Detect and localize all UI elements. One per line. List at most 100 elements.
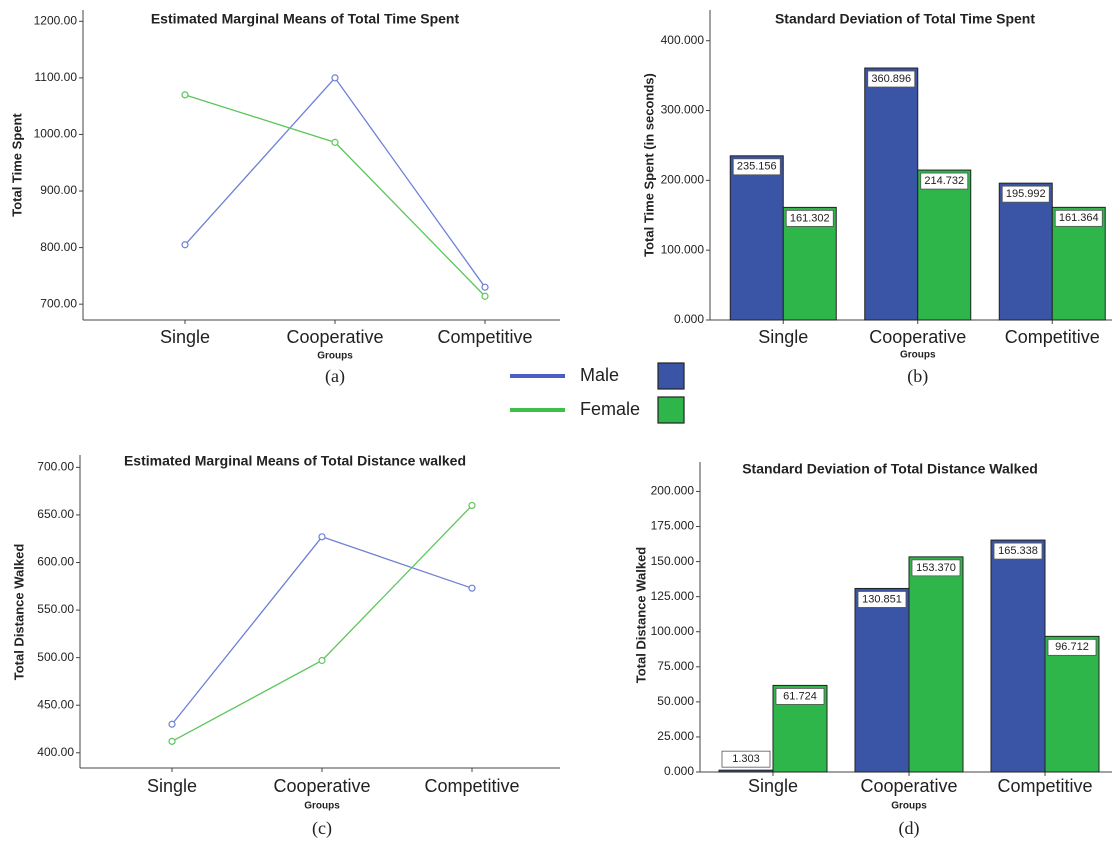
y-tick-label: 50.000 [657,694,694,708]
line [171,536,473,725]
y-axis-label: Total Distance Walked [11,544,26,681]
chart-title: Estimated Marginal Means of Total Distan… [124,453,466,469]
y-tick-label: 400.000 [661,33,705,47]
value-label-box [1001,185,1050,203]
value-label: 161.364 [1059,212,1099,224]
bar [864,67,919,321]
x-axis-label: Groups [891,801,927,812]
value-label: 165.338 [998,545,1038,557]
marker [181,91,189,99]
marker [331,138,339,146]
x-tick-label: Single [160,327,210,347]
value-label-box [732,158,781,176]
x-tick-label: Single [147,776,197,796]
y-tick-label: 550.00 [37,602,74,616]
y-tick-label: 450.00 [37,697,74,711]
value-label: 235.156 [737,161,777,173]
y-tick-label: 25.000 [657,729,694,743]
x-tick-label: Cooperative [869,327,966,347]
x-tick-label: Cooperative [273,776,370,796]
y-axis-label: Total Time Spent [9,113,24,217]
x-tick-label: Single [748,776,798,796]
value-label-box [1047,638,1097,656]
y-tick-label: 0.000 [664,764,694,778]
x-tick-label: Cooperative [286,327,383,347]
y-axis-label: Total Time Spent (in seconds) [641,73,656,257]
bar [998,182,1053,321]
y-tick-label: 100.000 [661,242,705,256]
value-label: 161.302 [790,212,830,224]
y-tick-label: 200.000 [651,484,695,498]
value-label-box [867,70,916,88]
x-axis-label: Groups [900,350,936,361]
bar [729,155,784,321]
legend-swatch [657,396,685,424]
value-label-box [785,209,834,227]
value-label: 96.712 [1055,641,1089,653]
y-tick-label: 300.000 [661,103,705,117]
value-label-box [911,559,961,577]
value-label: 153.370 [916,562,956,574]
value-label-box [721,750,771,768]
marker [318,533,326,541]
legend-label: Female [580,399,640,419]
y-tick-label: 150.000 [651,554,695,568]
y-tick-label: 900.00 [40,183,77,197]
value-label: 214.732 [924,175,964,187]
chart-title: Standard Deviation of Total Time Spent [775,11,1035,27]
x-tick-label: Competitive [437,327,532,347]
marker [468,584,476,592]
chart-title: Estimated Marginal Means of Total Time S… [151,11,460,27]
x-axis-label: Groups [317,351,353,362]
line [171,504,473,742]
x-tick-label: Competitive [1005,327,1100,347]
value-label: 130.851 [862,593,902,605]
value-label-box [857,591,907,608]
bar [917,169,972,321]
y-tick-label: 700.00 [40,296,77,310]
value-label: 1.303 [732,753,760,765]
x-tick-label: Single [758,327,808,347]
y-tick-label: 75.000 [657,659,694,673]
x-tick-label: Cooperative [860,776,957,796]
y-tick-label: 1000.00 [34,127,78,141]
x-tick-label: Competitive [997,776,1092,796]
legend-swatch [657,362,685,390]
marker [331,74,339,82]
bar [718,769,774,773]
caption: (d) [899,818,920,839]
legend-label: Male [580,365,619,385]
value-label-box [1054,209,1103,227]
chart-title: Standard Deviation of Total Distance Wal… [742,461,1038,477]
y-tick-label: 100.000 [651,624,695,638]
marker [318,656,326,665]
y-tick-label: 600.00 [37,555,74,569]
y-tick-label: 200.000 [661,173,705,187]
caption: (c) [312,818,332,839]
marker [181,241,189,249]
y-tick-label: 800.00 [40,240,77,254]
value-label: 61.724 [783,690,817,702]
y-tick-label: 700.00 [37,460,74,474]
y-tick-label: 500.00 [37,650,74,664]
y-tick-label: 125.000 [651,589,695,603]
bar [990,539,1046,773]
x-tick-label: Competitive [424,776,519,796]
bar [908,556,964,773]
marker [168,737,176,745]
value-label-box [993,542,1043,560]
y-axis-label: Total Distance Walked [633,547,648,684]
y-tick-label: 1200.00 [34,13,78,27]
marker [468,501,476,510]
caption: (a) [325,366,345,387]
y-tick-label: 0.000 [674,312,704,326]
marker [481,283,489,291]
value-label-box [920,172,969,190]
value-label-box [775,688,825,705]
value-label: 360.896 [871,73,911,85]
caption: (b) [907,366,928,387]
marker [481,292,489,300]
y-tick-label: 400.00 [37,745,74,759]
y-tick-label: 175.000 [651,519,695,533]
